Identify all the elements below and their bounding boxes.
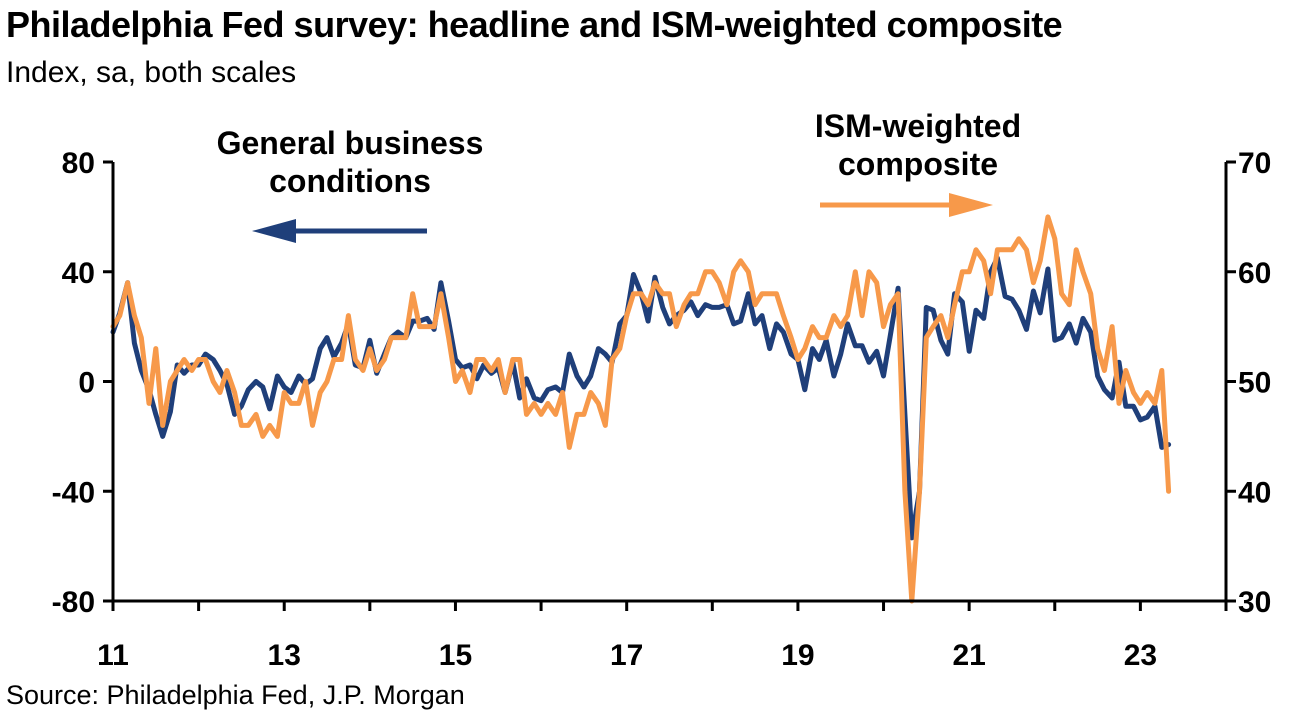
source-note: Source: Philadelphia Fed, J.P. Morgan [6, 680, 465, 710]
x-tick-label: 11 [97, 639, 129, 672]
x-tick-label: 15 [439, 639, 472, 672]
annotation-general-business: conditions [269, 163, 431, 199]
left-y-tick-label: 40 [62, 257, 95, 290]
series-lines [110, 214, 1172, 604]
x-tick-label: 19 [781, 639, 814, 672]
annotation-ism-composite: composite [838, 146, 998, 182]
x-tick-label: 13 [268, 639, 301, 672]
chart-subtitle: Index, sa, both scales [6, 56, 297, 89]
right-y-tick-label: 50 [1238, 367, 1271, 400]
left-y-tick-label: -40 [52, 476, 95, 509]
left-y-tick-label: -80 [52, 586, 95, 619]
right-y-tick-label: 30 [1238, 586, 1271, 619]
right-y-tick-label: 70 [1238, 147, 1271, 180]
annotation-general-business: General business [217, 125, 484, 161]
x-tick-label: 23 [1124, 639, 1157, 672]
tick-labels: 80 40 0 -40 -80 70 60 50 40 30 11 13 15 17 19 21 23 [52, 147, 1272, 672]
right-y-tick-label: 40 [1238, 476, 1271, 509]
series-line-ism-weighted-composite [110, 214, 1172, 604]
left-y-tick-label: 80 [62, 147, 95, 180]
x-tick-label: 17 [610, 639, 643, 672]
axes [103, 160, 1236, 611]
series-line-general-business-conditions [110, 255, 1172, 541]
annotation-ism-composite: ISM-weighted [815, 108, 1021, 144]
right-y-tick-label: 60 [1238, 257, 1271, 290]
left-y-tick-label: 0 [78, 367, 95, 400]
x-tick-label: 21 [952, 639, 985, 672]
left-arrow-icon [252, 219, 296, 243]
chart-title: Philadelphia Fed survey: headline and IS… [6, 4, 1063, 45]
right-arrow-icon [949, 193, 993, 217]
